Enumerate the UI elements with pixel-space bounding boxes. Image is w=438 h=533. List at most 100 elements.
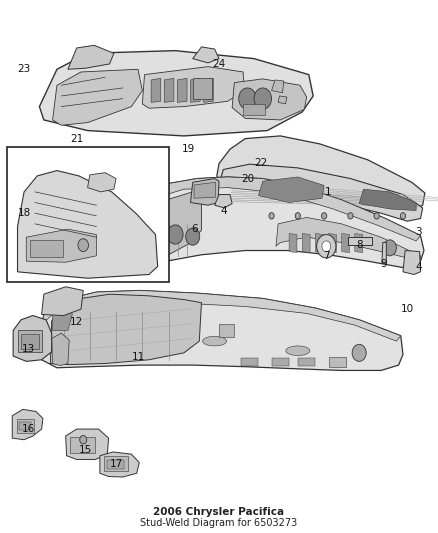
Text: 10: 10 bbox=[401, 304, 414, 314]
Polygon shape bbox=[42, 287, 83, 316]
Circle shape bbox=[400, 213, 406, 219]
Polygon shape bbox=[151, 78, 161, 102]
Text: 3: 3 bbox=[415, 227, 422, 237]
Bar bbox=[348, 237, 372, 245]
Polygon shape bbox=[217, 136, 425, 212]
Circle shape bbox=[186, 228, 200, 245]
Text: 24: 24 bbox=[212, 59, 226, 69]
Polygon shape bbox=[272, 358, 289, 366]
Polygon shape bbox=[68, 45, 114, 69]
Bar bbox=[243, 104, 265, 115]
Bar bbox=[70, 437, 95, 453]
Polygon shape bbox=[302, 233, 310, 253]
Polygon shape bbox=[177, 78, 187, 102]
Ellipse shape bbox=[286, 346, 310, 356]
Text: 2006 Chrysler Pacifica: 2006 Chrysler Pacifica bbox=[153, 507, 285, 516]
Polygon shape bbox=[232, 79, 307, 120]
Text: 15: 15 bbox=[79, 446, 92, 455]
Polygon shape bbox=[298, 358, 315, 366]
Polygon shape bbox=[13, 316, 52, 361]
Polygon shape bbox=[219, 164, 423, 221]
Bar bbox=[7, 147, 169, 282]
Text: 23: 23 bbox=[18, 64, 31, 74]
Circle shape bbox=[374, 213, 379, 219]
Polygon shape bbox=[39, 290, 401, 341]
Circle shape bbox=[383, 240, 396, 256]
Polygon shape bbox=[53, 69, 142, 125]
Bar bbox=[30, 240, 63, 257]
Bar bbox=[107, 460, 124, 469]
Polygon shape bbox=[129, 177, 424, 268]
Polygon shape bbox=[39, 290, 403, 370]
Text: 13: 13 bbox=[22, 344, 35, 354]
Text: 4: 4 bbox=[220, 206, 227, 215]
Polygon shape bbox=[26, 229, 96, 262]
Circle shape bbox=[321, 213, 327, 219]
Polygon shape bbox=[100, 452, 139, 477]
Polygon shape bbox=[272, 80, 284, 93]
Text: 16: 16 bbox=[22, 424, 35, 434]
Circle shape bbox=[322, 241, 331, 252]
Polygon shape bbox=[134, 192, 201, 261]
Polygon shape bbox=[328, 233, 336, 253]
Polygon shape bbox=[193, 47, 219, 63]
Polygon shape bbox=[241, 358, 258, 366]
Text: 20: 20 bbox=[241, 174, 254, 183]
Polygon shape bbox=[164, 78, 174, 102]
Polygon shape bbox=[278, 96, 287, 104]
Text: Stud-Weld Diagram for 6503273: Stud-Weld Diagram for 6503273 bbox=[140, 519, 298, 528]
Circle shape bbox=[78, 239, 88, 252]
Text: 8: 8 bbox=[356, 240, 363, 250]
Bar bbox=[19, 422, 31, 430]
Text: 19: 19 bbox=[182, 144, 195, 154]
Polygon shape bbox=[191, 179, 219, 205]
Circle shape bbox=[269, 213, 274, 219]
Text: 18: 18 bbox=[18, 208, 31, 218]
Polygon shape bbox=[382, 243, 386, 262]
Text: 17: 17 bbox=[110, 459, 123, 469]
Text: 22: 22 bbox=[254, 158, 267, 167]
Polygon shape bbox=[50, 294, 201, 365]
Bar bbox=[328, 357, 346, 367]
Bar bbox=[17, 419, 34, 433]
Polygon shape bbox=[39, 51, 313, 136]
Polygon shape bbox=[403, 251, 420, 274]
Polygon shape bbox=[18, 171, 158, 278]
Circle shape bbox=[167, 225, 183, 244]
Text: 4: 4 bbox=[415, 262, 422, 271]
Circle shape bbox=[295, 213, 300, 219]
Polygon shape bbox=[359, 189, 416, 211]
Polygon shape bbox=[194, 182, 215, 198]
Text: 21: 21 bbox=[70, 134, 83, 143]
Polygon shape bbox=[12, 409, 43, 440]
Text: 11: 11 bbox=[131, 352, 145, 362]
Bar bbox=[18, 330, 42, 352]
Polygon shape bbox=[342, 233, 350, 253]
Circle shape bbox=[254, 88, 272, 109]
Text: 12: 12 bbox=[70, 318, 83, 327]
Text: 1: 1 bbox=[325, 187, 332, 197]
Polygon shape bbox=[53, 298, 72, 330]
Ellipse shape bbox=[202, 336, 227, 346]
Bar bbox=[104, 456, 128, 471]
Bar bbox=[21, 334, 39, 349]
Polygon shape bbox=[88, 173, 116, 192]
Polygon shape bbox=[142, 67, 244, 108]
Circle shape bbox=[352, 344, 366, 361]
Polygon shape bbox=[289, 233, 297, 253]
Bar bbox=[219, 324, 234, 337]
Bar bbox=[193, 78, 212, 99]
Circle shape bbox=[348, 213, 353, 219]
Polygon shape bbox=[66, 429, 109, 459]
Text: 9: 9 bbox=[380, 259, 387, 269]
Polygon shape bbox=[131, 177, 420, 241]
Text: 7: 7 bbox=[323, 251, 330, 261]
Circle shape bbox=[80, 435, 87, 444]
Polygon shape bbox=[204, 78, 213, 102]
Polygon shape bbox=[191, 78, 200, 102]
Polygon shape bbox=[315, 233, 323, 253]
Circle shape bbox=[239, 88, 256, 109]
Polygon shape bbox=[276, 217, 420, 261]
Polygon shape bbox=[355, 233, 363, 253]
Circle shape bbox=[317, 235, 336, 258]
